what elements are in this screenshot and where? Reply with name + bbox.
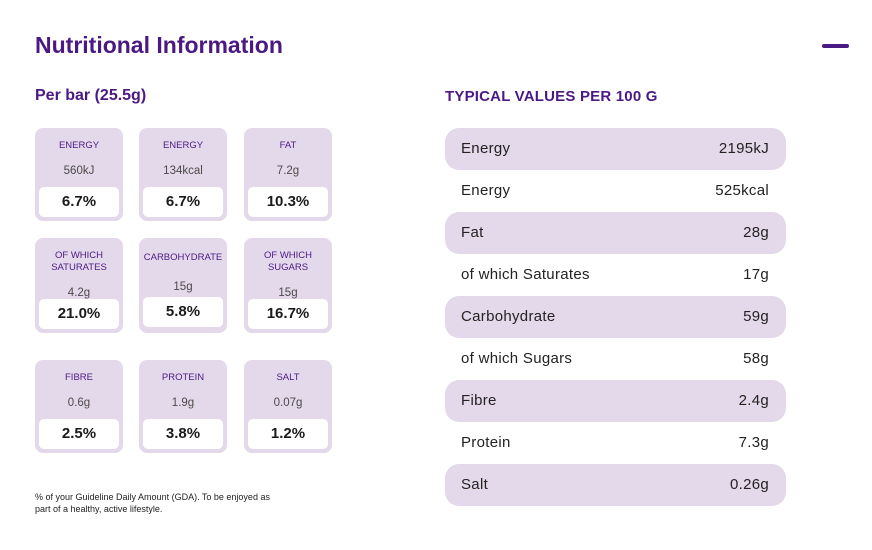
row-name: Fat (461, 224, 484, 241)
per-100g-heading: TYPICAL VALUES PER 100 G (445, 88, 658, 105)
row-name: Fibre (461, 392, 497, 409)
table-row: Fibre 2.4g (445, 380, 786, 422)
card-label: PROTEIN (161, 372, 205, 383)
card-amount: 15g (173, 281, 193, 293)
card-label: SALT (276, 372, 300, 383)
row-value: 58g (743, 350, 769, 367)
gda-footnote: % of your Guideline Daily Amount (GDA). … (35, 492, 270, 514)
row-name: Energy (461, 140, 511, 157)
card-percent: 10.3% (248, 187, 328, 217)
gda-card-fibre: FIBRE 0.6g 2.5% (35, 360, 123, 453)
card-amount: 4.2g (67, 287, 91, 299)
row-name: Salt (461, 476, 489, 493)
row-name: Energy (461, 182, 511, 199)
row-value: 59g (743, 308, 769, 325)
row-name: of which Sugars (461, 350, 573, 367)
card-amount: 15g (278, 287, 298, 299)
gda-card-fat: FAT 7.2g 10.3% (244, 128, 332, 221)
card-percent: 5.8% (143, 297, 223, 327)
card-label: FAT (279, 140, 297, 151)
card-percent: 6.7% (39, 187, 119, 217)
gda-card-energy-kcal: ENERGY 134kcal 6.7% (139, 128, 227, 221)
row-value: 2195kJ (718, 140, 769, 157)
gda-card-saturates: OF WHICH SATURATES 4.2g 21.0% (35, 238, 123, 333)
row-value: 28g (743, 224, 769, 241)
card-amount: 134kcal (163, 165, 203, 177)
card-amount: 0.07g (273, 397, 303, 409)
card-percent: 6.7% (143, 187, 223, 217)
card-percent: 3.8% (143, 419, 223, 449)
card-label: ENERGY (58, 140, 100, 151)
table-row: Protein 7.3g (445, 422, 786, 464)
table-row: Salt 0.26g (445, 464, 786, 506)
card-label: ENERGY (162, 140, 204, 151)
row-name: Carbohydrate (461, 308, 556, 325)
gda-card-salt: SALT 0.07g 1.2% (244, 360, 332, 453)
card-percent: 21.0% (39, 299, 119, 329)
page-title: Nutritional Information (35, 32, 283, 58)
card-percent: 1.2% (248, 419, 328, 449)
card-amount: 1.9g (171, 397, 195, 409)
gda-card-sugars: OF WHICH SUGARS 15g 16.7% (244, 238, 332, 333)
card-amount: 0.6g (67, 397, 91, 409)
row-name: Protein (461, 434, 511, 451)
collapse-minus-icon[interactable] (822, 44, 849, 48)
gda-card-protein: PROTEIN 1.9g 3.8% (139, 360, 227, 453)
table-row: Energy 525kcal (445, 170, 786, 212)
card-percent: 2.5% (39, 419, 119, 449)
card-amount: 7.2g (276, 165, 300, 177)
card-label: FIBRE (65, 372, 93, 383)
table-row: Carbohydrate 59g (445, 296, 786, 338)
card-amount: 560kJ (63, 165, 95, 177)
gda-card-energy-kj: ENERGY 560kJ 6.7% (35, 128, 123, 221)
gda-card-carbohydrate: CARBOHYDRATE 15g 5.8% (139, 238, 227, 333)
table-row: Energy 2195kJ (445, 128, 786, 170)
card-percent: 16.7% (248, 299, 328, 329)
table-row: of which Saturates 17g (445, 254, 786, 296)
card-label: OF WHICH SUGARS (263, 250, 313, 273)
table-row: of which Sugars 58g (445, 338, 786, 380)
table-row: Fat 28g (445, 212, 786, 254)
card-label: OF WHICH SATURATES (51, 250, 107, 273)
card-label: CARBOHYDRATE (143, 252, 223, 263)
row-value: 525kcal (715, 182, 769, 199)
row-value: 17g (743, 266, 769, 283)
row-value: 2.4g (738, 392, 769, 409)
per-bar-heading: Per bar (25.5g) (35, 87, 147, 104)
row-value: 0.26g (729, 476, 769, 493)
row-value: 7.3g (738, 434, 769, 451)
row-name: of which Saturates (461, 266, 590, 283)
